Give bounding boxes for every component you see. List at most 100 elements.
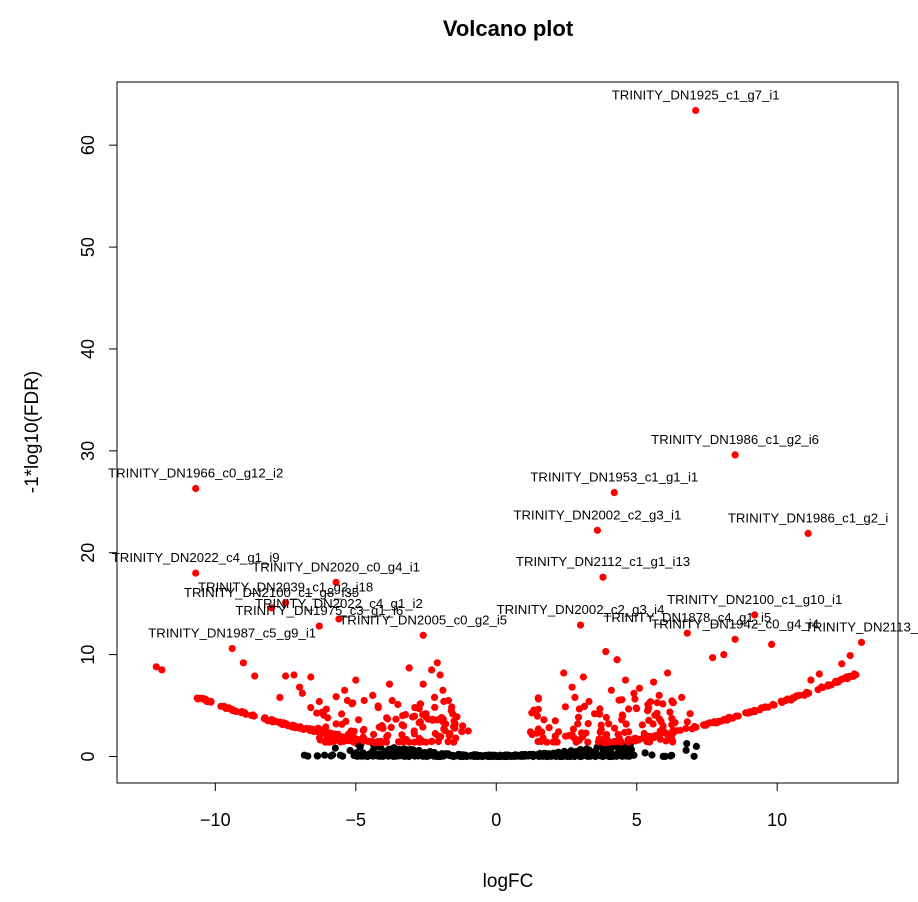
point-significant [419, 738, 427, 746]
point-significant [584, 720, 592, 728]
point-significant [429, 715, 437, 723]
point-significant [370, 730, 378, 739]
point-significant [282, 672, 290, 680]
point-not-significant [336, 751, 344, 759]
point-significant [611, 724, 619, 732]
point-label: TRINITY_DN1987_c5_g9_i1 [148, 626, 316, 641]
point-significant [442, 720, 450, 728]
point-labeled [267, 604, 276, 612]
point-significant [653, 699, 661, 707]
point-not-significant [436, 752, 444, 760]
point-significant [394, 700, 402, 709]
point-significant [631, 737, 639, 745]
point-significant [428, 737, 436, 745]
point-labels-layer: TRINITY_DN1925_c1_g7_i1 TRINITY_DN1986_c1… [108, 88, 918, 641]
point-label: TRINITY_DN1986_c1_g2_i6 [651, 432, 819, 447]
point-significant [843, 675, 852, 683]
point-label: TRINITY_DN1986_c1_g2_i [728, 510, 889, 525]
point-significant [551, 717, 559, 725]
point-significant [561, 703, 570, 711]
point-significant [410, 712, 419, 720]
point-significant [653, 709, 661, 717]
point-significant [315, 697, 323, 706]
point-significant [659, 700, 667, 708]
point-significant [383, 714, 391, 722]
point-not-significant [621, 744, 629, 752]
point-labeled [332, 578, 340, 586]
point-significant [682, 724, 690, 733]
point-significant [720, 651, 728, 659]
point-significant [387, 723, 395, 732]
point-not-significant [690, 752, 698, 760]
point-significant [545, 724, 553, 732]
point-labeled [731, 635, 739, 643]
x-tick-label: −5 [346, 810, 367, 830]
y-tick-label: 0 [78, 752, 98, 762]
point-label: TRINITY_DN1966_c0_g12_i2 [108, 466, 283, 481]
point-significant [464, 727, 472, 735]
point-label: TRINITY_DN2022_c4_g1_i2 [255, 596, 423, 611]
point-significant [430, 693, 439, 702]
point-significant [324, 714, 332, 722]
plot-frame [116, 81, 899, 784]
point-significant [539, 734, 547, 742]
point-significant [605, 720, 613, 728]
point-significant [838, 660, 846, 668]
point-significant [332, 720, 340, 728]
point-not-significant [530, 752, 538, 760]
point-not-significant [575, 747, 583, 755]
point-significant [368, 737, 376, 746]
chart-title: Volcano plot [443, 16, 574, 41]
point-not-significant [486, 752, 494, 761]
point-significant [433, 659, 441, 667]
point-significant [852, 671, 860, 679]
point-significant [307, 704, 315, 712]
point-significant [158, 666, 166, 674]
point-significant [575, 705, 584, 713]
point-significant [360, 696, 368, 705]
point-label: TRINITY_DN2005_c0_g2_i5 [339, 612, 507, 627]
point-label: TRINITY_DN1878_c4_g1_i5 [603, 610, 771, 625]
point-significant [619, 712, 627, 720]
point-significant [591, 710, 599, 718]
point-significant [618, 696, 626, 704]
point-labeled [593, 526, 602, 534]
point-significant [459, 722, 467, 730]
point-labeled [804, 529, 812, 538]
point-labeled [282, 599, 290, 607]
point-labeled [610, 489, 618, 497]
point-significant [260, 715, 268, 723]
point-labeled [731, 451, 739, 459]
point-significant [388, 697, 396, 705]
point-significant [640, 729, 648, 738]
point-significant [411, 704, 419, 712]
point-significant [384, 731, 392, 739]
point-not-significant [388, 752, 396, 760]
point-significant [646, 698, 655, 706]
point-not-significant [692, 742, 701, 751]
point-not-significant [659, 752, 667, 761]
point-significant [655, 715, 664, 723]
point-significant [382, 738, 390, 746]
point-significant [335, 737, 343, 745]
point-significant [271, 717, 279, 726]
point-not-significant [648, 751, 656, 759]
point-significant [709, 654, 717, 662]
point-not-significant [472, 751, 480, 759]
point-labeled [751, 611, 759, 619]
point-significant [326, 729, 334, 738]
point-label: TRINITY_DN2002_c2_g3_i1 [513, 507, 681, 522]
point-significant [815, 670, 823, 678]
point-significant [594, 738, 603, 746]
point-significant [650, 678, 658, 686]
point-significant [768, 640, 776, 649]
point-not-significant [666, 752, 675, 760]
point-labeled [857, 638, 866, 647]
point-not-significant [557, 751, 565, 760]
point-label: TRINITY_DN2100_c1_g8_i35 [184, 585, 359, 600]
point-significant [569, 725, 578, 733]
point-significant [836, 676, 845, 684]
point-label: TRINITY_DN2112_c1_g1_i13 [516, 554, 690, 569]
point-significant [314, 724, 322, 732]
point-label: TRINITY_DN1942_c0_g4_i4 [651, 616, 819, 631]
